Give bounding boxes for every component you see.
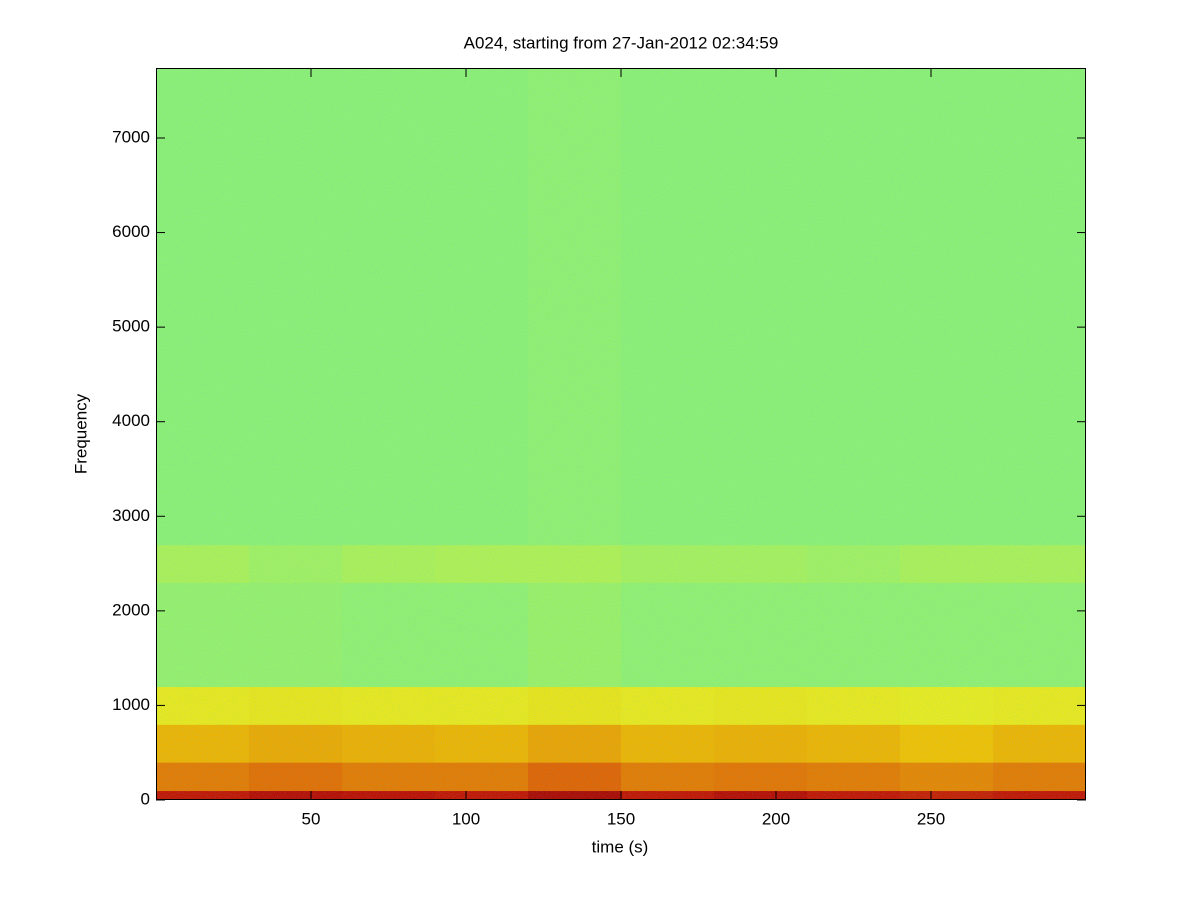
y-tick-label: 6000 [112, 222, 150, 241]
y-tick-label: 0 [141, 789, 150, 808]
x-tick-label: 250 [917, 809, 945, 828]
y-tick-label: 4000 [112, 411, 150, 430]
x-tick-label: 200 [762, 809, 790, 828]
y-tick-label: 5000 [112, 317, 150, 336]
y-tick-label: 3000 [112, 506, 150, 525]
x-tick-label: 150 [607, 809, 635, 828]
y-tick-label: 1000 [112, 695, 150, 714]
y-tick-label: 7000 [112, 127, 150, 146]
y-axis-label: Frequency [71, 393, 90, 474]
x-tick-label: 50 [302, 809, 321, 828]
noise-texture [156, 68, 1086, 800]
y-tick-label: 2000 [112, 600, 150, 619]
x-axis-label: time (s) [592, 837, 649, 856]
chart-title: A024, starting from 27-Jan-2012 02:34:59 [464, 33, 779, 52]
x-tick-label: 100 [452, 809, 480, 828]
